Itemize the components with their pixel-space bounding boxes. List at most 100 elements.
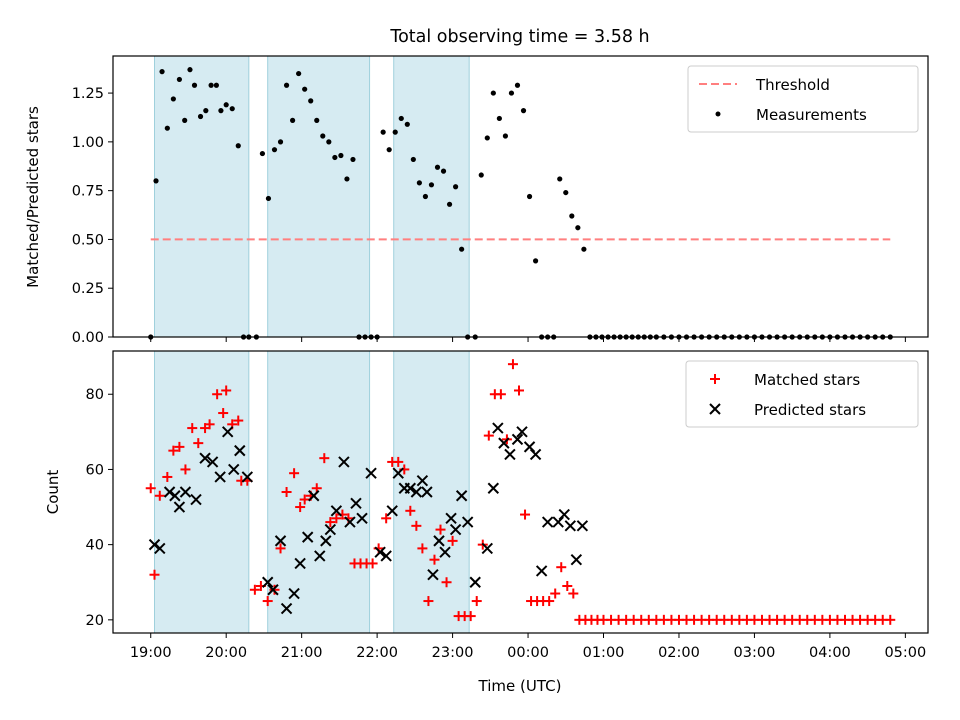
matched-star-point xyxy=(212,389,223,400)
predicted-star-point xyxy=(558,508,570,521)
counts-y-axis-label: Count xyxy=(44,470,62,515)
measurement-point xyxy=(229,106,235,112)
measurement-point xyxy=(326,139,332,145)
measurement-point xyxy=(182,117,188,123)
predicted-legend-swatch xyxy=(709,403,721,415)
predicted-star-point xyxy=(492,422,504,434)
counts-panel: 20 40 60 80 19:00 20:00 21:00 22:00 23:00 00:00 0… xyxy=(44,350,929,695)
matched-star-point xyxy=(269,584,280,595)
predicted-star-point xyxy=(455,490,468,502)
measurement-point xyxy=(428,182,435,188)
matched-star-point xyxy=(289,468,300,479)
measurement-point xyxy=(508,90,515,96)
predicted-star-point xyxy=(308,490,320,502)
measurement-point xyxy=(187,67,193,73)
matched-star-point xyxy=(550,588,561,599)
measurement-point xyxy=(392,129,398,135)
matched-star-point xyxy=(193,438,204,449)
matched-star-point xyxy=(299,494,310,505)
measurement-point xyxy=(380,129,386,135)
predicted-star-point xyxy=(416,475,429,487)
predicted-star-point xyxy=(324,523,337,536)
measurement-point xyxy=(153,178,159,184)
matched-star-point xyxy=(249,584,260,595)
measurement-point xyxy=(296,70,302,77)
measurement-point xyxy=(332,154,338,161)
matched-star-point xyxy=(168,445,179,456)
x-tick-label: 19:00 xyxy=(130,645,172,661)
measurement-point xyxy=(290,117,296,123)
measurement-point xyxy=(235,143,241,149)
matched-star-point xyxy=(275,543,286,554)
predicted-legend-label: Predicted stars xyxy=(754,401,866,419)
measurement-point xyxy=(581,246,587,252)
measurement-point xyxy=(440,168,447,174)
predicted-star-point xyxy=(320,535,332,547)
predicted-star-point xyxy=(576,520,589,532)
counts-legend: Matched stars Predicted stars xyxy=(685,360,919,428)
chart-title: Total observing time = 3.58 h xyxy=(389,27,649,47)
measurement-point xyxy=(422,193,429,200)
matched-star-point xyxy=(471,596,482,607)
matched-star-point xyxy=(405,505,416,516)
predicted-star-point xyxy=(338,456,350,468)
matched-star-point xyxy=(180,464,191,475)
predicted-star-point xyxy=(529,448,542,461)
predicted-star-point xyxy=(433,535,445,547)
y-tick-label: 20 xyxy=(86,613,104,629)
matched-legend-swatch xyxy=(710,374,720,384)
predicted-star-point xyxy=(214,471,226,483)
matched-star-point xyxy=(885,614,896,625)
predicted-star-point xyxy=(148,538,161,551)
measurement-point xyxy=(302,86,308,92)
predicted-star-point xyxy=(445,512,457,525)
matched-star-point xyxy=(520,509,531,520)
matched-legend-label: Matched stars xyxy=(754,371,860,389)
predicted-star-point xyxy=(241,471,254,483)
measurement-point xyxy=(434,164,441,170)
observing-window-span xyxy=(154,55,250,338)
predicted-star-point xyxy=(350,497,362,509)
x-tick-label: 22:00 xyxy=(356,645,398,661)
matched-star-point xyxy=(262,596,273,607)
predicted-star-point xyxy=(516,426,528,438)
measurements-legend-swatch xyxy=(715,111,721,117)
measurement-point xyxy=(197,113,204,120)
measurement-point xyxy=(520,108,527,114)
predicted-star-point xyxy=(301,531,314,543)
measurement-point xyxy=(320,133,326,139)
observing-window-span xyxy=(393,55,470,338)
matched-star-point xyxy=(417,543,428,554)
matched-star-point xyxy=(295,502,306,513)
predicted-star-point xyxy=(404,482,417,494)
predicted-star-point xyxy=(421,486,433,498)
measurement-point xyxy=(446,201,453,207)
measurement-point xyxy=(277,139,284,145)
matched-star-point xyxy=(556,562,567,573)
measurement-point xyxy=(208,82,214,88)
matched-star-point xyxy=(162,471,173,482)
counts-panel-frame xyxy=(112,350,929,634)
measurement-point xyxy=(569,213,575,219)
predicted-star-point xyxy=(294,557,306,570)
predicted-star-point xyxy=(234,444,246,457)
measurement-point xyxy=(265,195,272,202)
measurement-point xyxy=(223,102,229,108)
x-tick-label: 23:00 xyxy=(432,645,474,661)
measurement-point xyxy=(404,121,410,127)
measurement-point xyxy=(490,90,496,96)
predicted-star-point xyxy=(570,553,583,566)
matched-star-point xyxy=(429,554,440,565)
measurement-point xyxy=(338,152,344,159)
matched-star-point xyxy=(562,581,573,591)
measurement-point xyxy=(526,193,533,200)
predicted-star-point xyxy=(439,546,451,558)
x-tick-label: 21:00 xyxy=(281,645,323,661)
matched-star-point xyxy=(221,385,232,396)
matched-star-point xyxy=(325,517,336,528)
matched-star-point xyxy=(154,490,165,501)
measurement-point xyxy=(314,117,320,123)
matched-star-point xyxy=(187,423,198,434)
matched-star-point xyxy=(544,596,555,607)
